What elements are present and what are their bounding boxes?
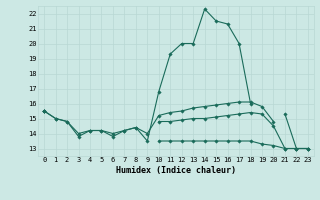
X-axis label: Humidex (Indice chaleur): Humidex (Indice chaleur) [116,166,236,175]
